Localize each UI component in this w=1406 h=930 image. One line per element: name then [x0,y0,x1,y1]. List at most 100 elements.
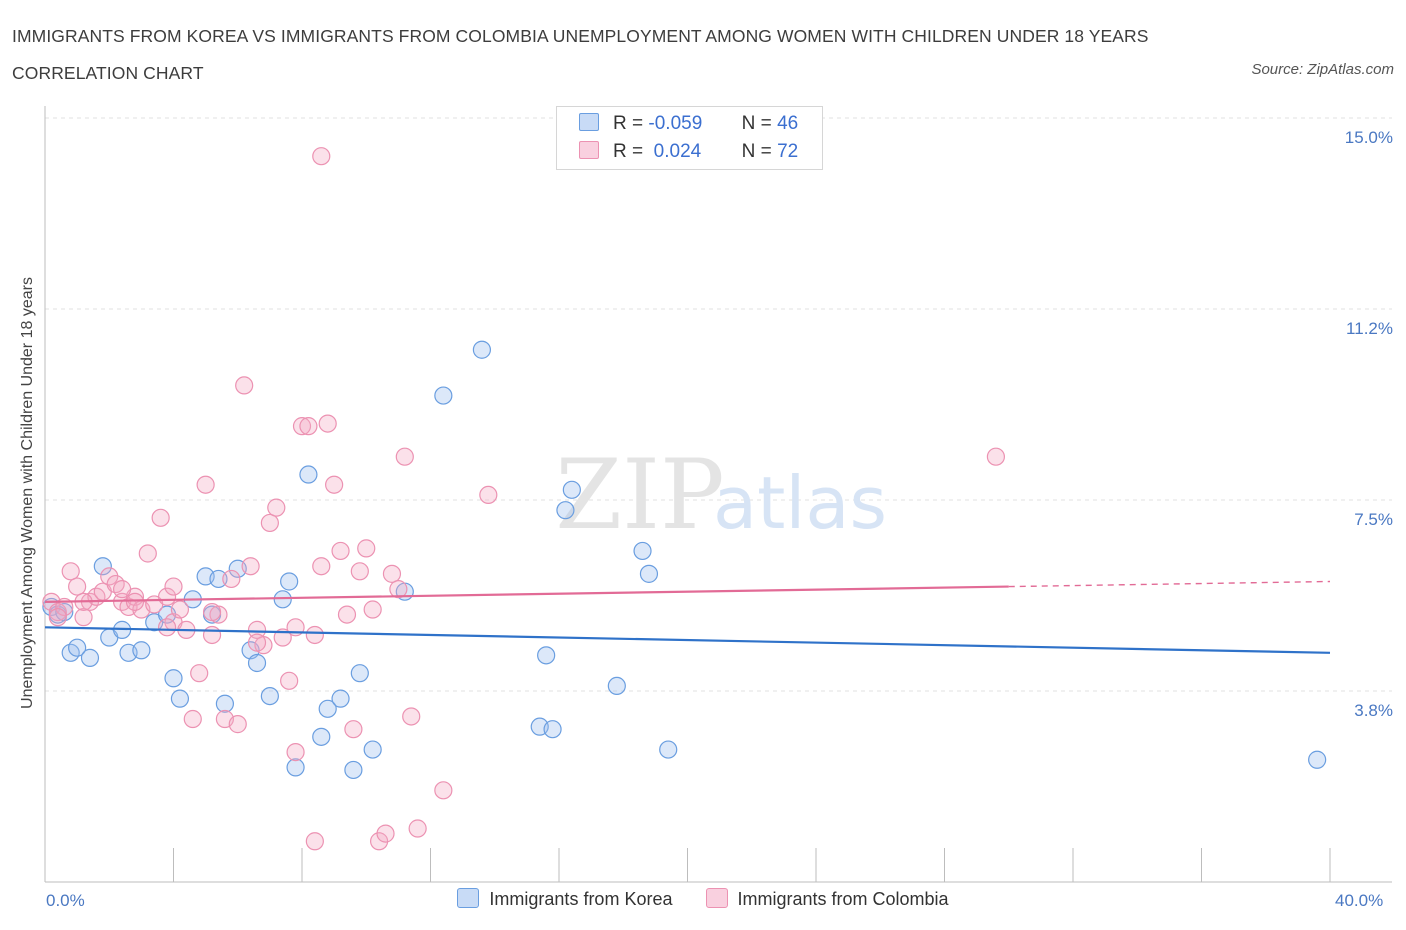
korea-point-35 [434,386,453,405]
colombia-point-52 [376,824,395,843]
watermark-zip: ZIP [555,439,724,551]
colombia-point-34 [260,513,279,533]
colombia-point-50 [363,600,382,619]
colombia-r-value: 0.024 [648,141,702,162]
colombia-point-69 [164,577,183,596]
colombia-point-62 [986,447,1006,466]
colombia-point-56 [402,707,421,726]
legend-item-korea: Immigrants from Korea [457,888,672,910]
colombia-point-61 [479,485,498,505]
axes [44,106,1392,883]
colombia-point-32 [247,620,267,639]
y-axis-label: Unemployment Among Women with Children U… [19,277,36,709]
korea-point-38 [537,646,556,665]
y-tick-label-3: 15.0% [1344,128,1393,147]
colombia-point-28 [222,569,241,589]
korea-trend-line [44,626,1331,654]
korea-point-40 [556,501,575,520]
y-tick-label-0: 3.8% [1354,701,1393,720]
korea-point-44 [639,564,659,583]
korea-r-value: -0.059 [648,113,703,134]
colombia-r-label: R = [613,141,644,162]
colombia-point-59 [305,832,324,851]
korea-point-10 [132,641,151,660]
colombia-trend-line [44,585,1009,603]
korea-n-label: N = [741,113,772,134]
chart-title: IMMIGRANTS FROM KOREA VS IMMIGRANTS FROM… [12,26,1149,83]
colombia-points [42,147,1006,851]
korea-point-28 [312,727,331,746]
legend-korea-label: Immigrants from Korea [489,889,673,909]
colombia-point-20 [170,600,190,619]
korea-point-31 [344,760,363,780]
colombia-point-48 [350,562,369,581]
x-tick-min: 0.0% [46,891,85,910]
colombia-point-29 [228,715,247,734]
legend-row-korea: R = -0.059 N = 46 [579,113,798,137]
watermark-atlas: atlas [713,461,887,545]
korea-point-42 [607,676,626,696]
korea-point-27 [299,465,318,484]
colombia-n-label: N = [741,141,772,162]
colombia-point-22 [183,709,202,729]
colombia-point-39 [292,417,312,436]
colombia-point-55 [395,447,414,466]
korea-point-13 [164,669,183,688]
korea-point-24 [273,590,292,609]
korea-point-5 [80,648,100,667]
korea-point-33 [363,740,382,759]
korea-point-30 [331,689,350,708]
colombia-point-40 [299,417,318,436]
korea-point-14 [170,689,190,708]
colombia-point-65 [202,602,222,622]
x-tick-max: 40.0% [1335,891,1384,910]
legend-item-colombia: Immigrants from Colombia [705,888,949,910]
grid-lines [45,117,1392,692]
colombia-point-31 [241,557,260,576]
colombia-point-66 [247,633,267,652]
legend-colombia-label: Immigrants from Colombia [737,889,949,909]
korea-point-45 [659,740,678,759]
korea-point-46 [1308,750,1327,769]
watermark: ZIP atlas [555,439,887,551]
trend-lines [44,580,1331,654]
legend-colombia-swatch [705,888,728,908]
korea-point-32 [350,664,369,683]
colombia-point-51 [370,832,389,851]
korea-point-26 [286,758,305,777]
colombia-point-37 [280,671,299,690]
series-legend: Immigrants from Korea Immigrants from Co… [0,888,1406,910]
colombia-point-25 [202,625,222,645]
korea-point-19 [215,694,234,713]
colombia-point-64 [157,618,177,637]
korea-r-label: R = [613,113,644,134]
correlation-legend: R = -0.059 N = 46 R = 0.024 N = 72 [556,106,823,170]
colombia-point-63 [112,580,132,599]
colombia-point-3 [61,562,80,581]
colombia-point-53 [382,564,402,583]
colombia-point-46 [337,605,357,624]
korea-point-43 [633,541,652,561]
colombia-point-38 [286,743,305,762]
legend-row-colombia: R = 0.024 N = 72 [579,141,798,165]
colombia-point-68 [48,608,67,627]
colombia-point-42 [312,557,331,576]
korea-point-41 [562,480,581,499]
colombia-point-15 [138,544,157,563]
colombia-point-54 [389,580,408,599]
korea-n-value: 46 [777,113,799,134]
colombia-point-41 [305,625,324,645]
colombia-point-17 [151,508,170,527]
korea-point-39 [543,720,562,739]
colombia-point-9 [100,567,119,586]
colombia-swatch [579,141,599,159]
colombia-point-35 [267,498,286,517]
korea-point-36 [472,340,491,359]
korea-point-29 [318,699,337,718]
colombia-point-57 [408,819,427,838]
korea-point-4 [68,638,87,657]
korea-points [42,340,1327,780]
korea-point-25 [280,572,299,591]
colombia-point-60 [434,781,453,800]
